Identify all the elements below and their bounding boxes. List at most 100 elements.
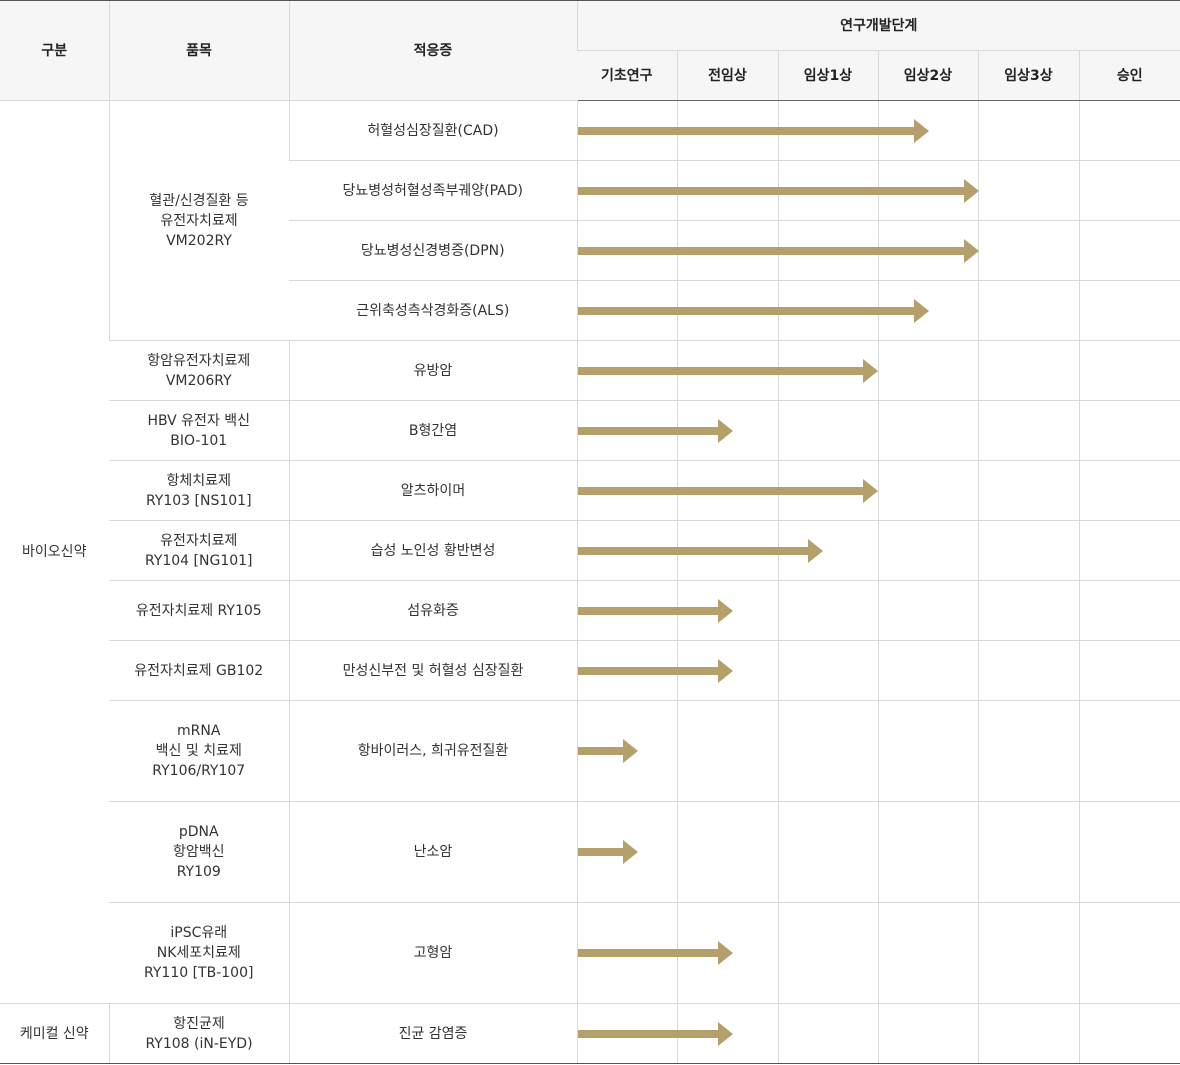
progress-arrow-head (963, 238, 979, 263)
product-name-line: RY103 [NS101] (145, 492, 252, 509)
stage-header-approval: 승인 (1078, 50, 1180, 101)
stage-cell (877, 520, 978, 581)
progress-arrow (577, 641, 1180, 700)
progress-arrow-head (863, 358, 879, 383)
stage-header-basic-research: 기초연구 (577, 50, 677, 101)
progress-arrow-shaft (577, 186, 965, 195)
indication-cell: 허혈성심장질환(CAD) (288, 100, 577, 161)
category-bio: 바이오신약 (0, 100, 109, 1004)
stage-cell (777, 801, 878, 903)
stage-cell (977, 640, 1079, 701)
progress-arrow-shaft (577, 246, 965, 255)
stage-cell (877, 902, 978, 1004)
stage-cell (977, 340, 1079, 401)
progress-arrow-shaft (577, 949, 719, 957)
table-row: 항체치료제 RY103 [NS101] 알츠하이머 (0, 460, 1180, 521)
progress-arrow-head (808, 538, 824, 563)
indication-cell: 근위축성측삭경화증(ALS) (289, 280, 577, 341)
product-name-line: 유전자치료제 RY105 (135, 602, 262, 619)
product-cell: iPSC유래 NK세포치료제 RY110 [TB-100] (109, 902, 289, 1004)
product-name-line: 백신 및 치료제 (155, 743, 242, 759)
indication-cell: 습성 노인성 황반변성 (288, 520, 577, 581)
progress-arrow-shaft (577, 426, 719, 435)
product-name-line: NK세포치료제 (156, 945, 241, 961)
indication-cell: B형간염 (288, 400, 577, 461)
stage-header-phase-1: 임상1상 (777, 50, 878, 101)
stage-cell (877, 460, 978, 521)
stage-arrow-cell (576, 100, 929, 161)
product-cell: 혈관/신경질환 등 유전자치료제 VM202RY (108, 100, 289, 341)
stage-cell (877, 580, 978, 641)
product-cell: mRNA 백신 및 치료제 RY106/RY107 (109, 700, 289, 802)
product-name-line: HBV 유전자 백신 (147, 412, 251, 429)
progress-arrow (577, 221, 1180, 280)
indication-cell: 알츠하이머 (288, 460, 577, 521)
indication-cell: 당뇨병성신경병증(DPN) (289, 220, 577, 281)
stage-cell (1078, 400, 1180, 461)
stage-arrow-cell (576, 580, 733, 641)
progress-arrow-head (717, 1021, 733, 1046)
table-row: 근위축성측삭경화증(ALS) (0, 280, 1180, 341)
product-name-line: 항진균제 (173, 1015, 225, 1032)
product-name-line: mRNA (177, 723, 221, 739)
progress-arrow-head (717, 658, 733, 683)
product-cell: 항체치료제 RY103 [NS101] (109, 460, 289, 521)
progress-arrow-head (717, 598, 733, 623)
table-row: 당뇨병성신경병증(DPN) (0, 220, 1180, 281)
product-cell: 항진균제 RY108 (iN-EYD) (108, 1003, 289, 1064)
stage-cell (877, 700, 978, 802)
indication-cell: 섬유화증 (288, 580, 577, 641)
progress-arrow (577, 701, 1180, 801)
stage-cell (977, 700, 1079, 802)
indication-cell: 진균 감염증 (288, 1003, 577, 1064)
product-name-line: RY108 (iN-EYD) (145, 1035, 253, 1052)
stage-cell (777, 580, 878, 641)
product-name-line: 유전자치료제 (160, 212, 238, 229)
stage-cell (977, 100, 1079, 161)
stage-cell (1078, 340, 1180, 401)
product-name-line: 항체치료제 (166, 472, 231, 489)
table-row: 유전자치료제 GB102 만성신부전 및 허혈성 심장질환 (0, 640, 1180, 701)
stage-cell (977, 520, 1079, 581)
product-name-line: 혈관/신경질환 등 (149, 192, 249, 209)
product-cell: HBV 유전자 백신 BIO-101 (109, 400, 289, 461)
stage-cell (1078, 460, 1180, 521)
stage-cell (676, 700, 778, 802)
indication-cell: 유방암 (288, 340, 577, 401)
stage-header-preclinical: 전임상 (676, 50, 778, 101)
product-cell: 유전자치료제 RY105 (109, 580, 289, 641)
stage-arrow-cell (576, 1003, 733, 1064)
product-cell: 항암유전자치료제 VM206RY (109, 340, 289, 401)
stage-cell (877, 1003, 978, 1064)
table-row: 항암유전자치료제 VM206RY 유방암 (0, 340, 1180, 401)
header-indication: 적응증 (288, 0, 577, 101)
product-name-line: BIO-101 (170, 432, 228, 449)
category-chem: 케미컬 신약 (0, 1003, 109, 1064)
progress-arrow-shaft (577, 848, 624, 856)
stage-cell (1078, 160, 1180, 221)
stage-cell (877, 640, 978, 701)
product-name-line: VM206RY (165, 372, 232, 389)
stage-cell (977, 1003, 1079, 1064)
stage-cell (977, 801, 1079, 903)
stage-arrow-cell (576, 340, 879, 401)
stage-cell (977, 580, 1079, 641)
progress-arrow (577, 101, 1180, 160)
product-name-line: RY106/RY107 (152, 763, 246, 779)
stage-cell (1078, 700, 1180, 802)
progress-arrow (577, 281, 1180, 340)
progress-arrow-head (622, 739, 638, 763)
stage-arrow-cell (576, 460, 879, 521)
progress-arrow-shaft (577, 666, 719, 675)
table-row: 바이오신약 혈관/신경질환 등 유전자치료제 VM202RY 허혈성심장질환(CAD… (0, 100, 1180, 1004)
stage-cell (977, 400, 1079, 461)
product-cell: 유전자치료제 RY104 [NG101] (109, 520, 289, 581)
progress-arrow (577, 401, 1180, 460)
progress-arrow (577, 903, 1180, 1003)
progress-arrow-shaft (577, 366, 865, 375)
stage-cell (777, 1003, 878, 1064)
product-name-line: 유전자치료제 (160, 532, 238, 549)
stage-cell (777, 400, 878, 461)
progress-arrow (577, 461, 1180, 520)
